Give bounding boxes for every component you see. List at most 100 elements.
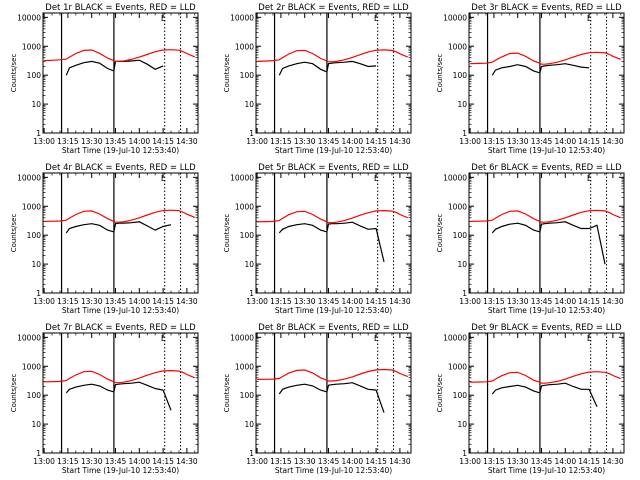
y-tick-label: 100 [27,71,42,80]
x-tick-label: 13:00 [246,137,268,146]
y-tick-label: 10 [244,420,254,429]
x-tick-label: 14:30 [602,297,624,306]
y-tick-label: 1000 [448,202,467,211]
y-tick-label: 1 [36,129,41,138]
events-series-line [65,221,172,234]
plot-frame [255,12,412,134]
y-axis-label: Counts/sec [223,214,231,253]
x-tick-label: 14:00 [554,297,576,306]
corner-mark: L [374,334,379,343]
y-tick-label: 10 [31,100,41,109]
x-tick-label: 13:45 [531,297,553,306]
plot-frame [468,12,625,134]
y-tick-label: 10000 [230,13,254,22]
x-tick-label: 14:15 [152,457,174,466]
plot-frame [255,172,412,294]
corner-mark: L [161,14,166,23]
y-tick-label: 10000 [230,333,254,342]
x-tick-label: 13:00 [459,137,481,146]
x-tick-label: 13:30 [81,457,103,466]
y-tick-label: 10 [457,420,467,429]
panel-6: Det 6r BLACK = Events, RED = LLD 1 10 100 10… [436,163,625,315]
x-tick-label: 14:15 [578,137,600,146]
panel-4: Det 4r BLACK = Events, RED = LLD 1 10 100 10… [10,163,199,315]
y-tick-label: 1 [249,129,254,138]
x-axis-label: Start Time (19-Jul-10 12:53:40) [488,466,605,475]
y-tick-label: 100 [240,71,255,80]
corner-mark: L [161,174,166,183]
x-tick-label: 14:00 [554,137,576,146]
x-tick-label: 14:30 [602,457,624,466]
y-tick-label: 100 [240,391,255,400]
lld-series-line [257,49,409,63]
x-tick-label: 13:30 [294,137,316,146]
x-tick-label: 14:00 [341,457,363,466]
x-tick-label: 13:45 [105,297,127,306]
y-tick-label: 10 [31,420,41,429]
x-tick-label: 14:00 [128,297,150,306]
x-axis-label: Start Time (19-Jul-10 12:53:40) [62,146,179,155]
x-axis-label: Start Time (19-Jul-10 12:53:40) [275,306,392,315]
events-series-line [278,221,385,262]
events-series-line [65,59,164,76]
y-tick-label: 1000 [22,42,41,51]
panel-title: Det 1r BLACK = Events, RED = LLD [45,3,196,13]
y-tick-label: 10000 [17,13,41,22]
panel-title: Det 9r BLACK = Events, RED = LLD [471,323,622,333]
panel-title: Det 3r BLACK = Events, RED = LLD [471,3,622,13]
panel-5: Det 5r BLACK = Events, RED = LLD 1 10 100 10… [223,163,412,315]
y-tick-label: 100 [27,231,42,240]
y-tick-label: 1 [249,449,254,458]
x-tick-label: 13:00 [33,297,55,306]
y-tick-label: 1 [249,289,254,298]
y-axis-label: Counts/sec [223,54,231,93]
x-tick-label: 13:45 [318,137,340,146]
y-tick-label: 10000 [230,173,254,182]
x-tick-label: 13:15 [270,137,292,146]
lld-series-line [257,209,409,224]
panel-title: Det 2r BLACK = Events, RED = LLD [258,3,409,13]
x-tick-label: 14:30 [176,137,198,146]
plot-frame [42,332,199,454]
panel-7: Det 7r BLACK = Events, RED = LLD 1 10 100 10… [10,323,199,475]
plot-frame [255,332,412,454]
x-tick-label: 14:15 [578,297,600,306]
y-tick-label: 100 [453,391,468,400]
panel-title: Det 8r BLACK = Events, RED = LLD [258,323,409,333]
y-tick-label: 10000 [17,333,41,342]
x-axis-label: Start Time (19-Jul-10 12:53:40) [62,306,179,315]
corner-mark: L [587,14,592,23]
x-tick-label: 14:30 [176,297,198,306]
x-axis-label: Start Time (19-Jul-10 12:53:40) [488,146,605,155]
corner-mark: L [587,174,592,183]
events-series-line [491,382,598,407]
y-tick-label: 1 [36,449,41,458]
x-tick-label: 13:00 [246,297,268,306]
lld-series-line [470,51,622,65]
panel-title: Det 4r BLACK = Events, RED = LLD [45,163,196,173]
plot-frame [42,12,199,134]
y-axis-label: Counts/sec [223,374,231,413]
y-tick-label: 10000 [17,173,41,182]
x-tick-label: 14:30 [176,457,198,466]
x-tick-label: 14:00 [128,457,150,466]
y-tick-label: 1000 [448,42,467,51]
x-tick-label: 14:30 [602,137,624,146]
y-tick-label: 10000 [443,173,467,182]
panel-title: Det 6r BLACK = Events, RED = LLD [471,163,622,173]
y-tick-label: 100 [453,71,468,80]
x-tick-label: 13:00 [459,457,481,466]
x-tick-label: 13:15 [57,297,79,306]
x-tick-label: 13:45 [531,457,553,466]
x-axis-label: Start Time (19-Jul-10 12:53:40) [62,466,179,475]
x-tick-label: 13:30 [294,297,316,306]
y-tick-label: 1000 [235,202,254,211]
y-axis-label: Counts/sec [10,54,18,93]
x-tick-label: 14:15 [365,137,387,146]
lld-series-line [44,49,196,63]
y-tick-label: 1 [462,449,467,458]
y-axis-label: Counts/sec [436,374,444,413]
x-tick-label: 13:00 [33,457,55,466]
panel-title: Det 7r BLACK = Events, RED = LLD [45,323,196,333]
